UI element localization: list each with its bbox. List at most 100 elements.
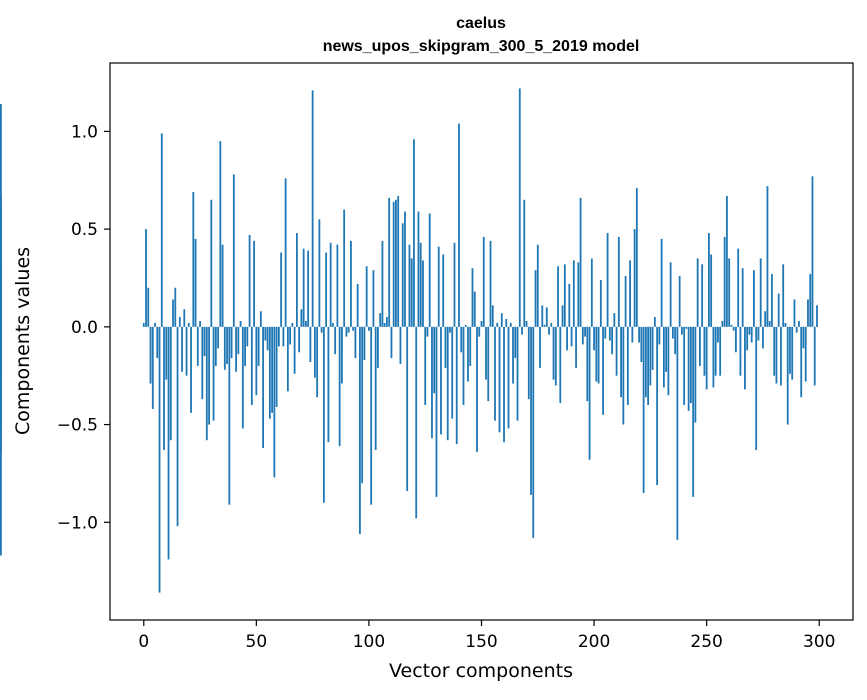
bar-component-114 [399,326,402,364]
bar-component-148 [476,326,478,452]
x-tick-label: 100 [353,632,385,652]
bar-component-55 [266,326,269,351]
bar-component-141 [460,326,463,353]
bar-component-92 [350,240,352,327]
bar-component-81 [325,252,328,327]
x-tick-label: 50 [246,632,268,652]
bar-component-262 [732,326,735,331]
bar-component-1 [145,229,147,327]
bar-component-135 [446,326,449,441]
bar-component-125 [424,326,427,406]
x-tick-label: 300 [803,632,835,652]
bar-component-145 [469,326,472,366]
bar-component-79 [320,326,323,333]
bar-component-89 [343,209,346,327]
bar-component-129 [433,326,436,394]
bar-component-66 [291,322,294,327]
bar-component-244 [692,326,695,497]
bar-component-188 [566,326,568,351]
bar-component-225 [649,326,652,386]
bar-component-undefined [0,326,2,556]
bar-component-155 [491,305,494,327]
bar-component-73 [307,250,310,327]
bar-component-194 [579,197,582,327]
bar-component-162 [507,326,510,429]
bar-component-217 [631,326,634,343]
bar-component-110 [390,326,393,359]
bar-component-30 [210,199,213,327]
bar-component-2 [147,287,150,327]
bar-component-146 [471,268,474,327]
bar-component-107 [383,322,386,327]
bar-component-25 [199,320,201,327]
bar-component-143 [464,324,467,327]
bar-component-15 [176,326,179,527]
bar-component-175 [536,244,539,327]
y-tick-label: 0.0 [71,318,98,338]
bar-component-163 [509,322,512,327]
bar-component-228 [656,326,659,486]
bar-component-179 [545,307,548,327]
bar-component-58 [273,326,276,478]
bar-component-undefined [0,104,2,327]
bar-component-131 [437,246,440,327]
bar-component-270 [750,326,753,343]
bar-component-132 [440,326,442,435]
bar-component-245 [694,326,697,423]
bar-component-123 [419,242,422,327]
bar-component-69 [298,326,301,353]
bar-component-140 [458,123,460,327]
bar-component-44 [241,326,244,429]
bar-component-18 [183,309,186,327]
bar-component-267 [744,326,746,390]
bar-component-281 [775,326,778,384]
bar-component-209 [613,313,616,327]
bar-component-91 [347,326,350,333]
bar-component-260 [728,258,731,327]
bar-component-187 [563,264,566,327]
bar-component-64 [286,326,289,392]
bar-component-269 [748,326,751,335]
bar-component-176 [539,326,541,368]
bar-component-33 [217,326,219,349]
bar-component-118 [408,244,411,327]
bar-component-195 [581,326,584,345]
bar-component-197 [586,326,589,402]
bar-component-196 [584,326,586,337]
bar-component-274 [759,258,762,327]
bar-component-168 [521,326,523,335]
x-tick-label: 250 [690,632,722,652]
bar-component-223 [644,326,647,398]
bar-component-36 [223,326,226,370]
bar-component-87 [338,326,341,447]
bar-component-120 [413,139,415,327]
bar-component-12 [169,326,172,441]
bar-component-182 [552,326,555,380]
x-axis-label: Vector components [389,660,573,682]
bar-component-268 [746,326,749,351]
bar-component-226 [651,326,654,370]
bar-component-184 [557,266,559,327]
bar-component-280 [773,326,776,376]
y-tick-label: 0.5 [71,220,98,240]
bar-component-190 [570,326,573,347]
bar-component-78 [318,219,321,327]
bar-component-113 [397,195,400,327]
bar-component-202 [597,326,600,384]
bar-component-14 [174,287,177,327]
bar-component-115 [401,223,404,327]
bar-component-174 [534,270,537,327]
chart-title: caelus [456,15,506,32]
bar-component-144 [467,326,469,382]
bar-component-71 [302,248,305,327]
bar-component-272 [755,326,758,450]
bar-component-68 [295,233,298,327]
bar-component-167 [518,88,521,327]
bar-component-201 [595,326,598,382]
bar-component-97 [361,326,364,484]
bar-component-231 [662,326,665,388]
bar-component-122 [417,211,420,327]
bar-component-105 [379,313,382,327]
bar-component-56 [268,326,271,419]
bar-component-24 [196,326,199,366]
